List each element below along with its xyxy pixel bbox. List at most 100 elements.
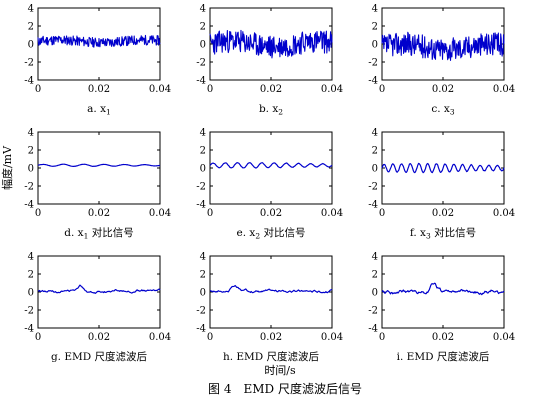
y-tick-label: 4 — [28, 128, 34, 139]
y-tick-label: 0 — [28, 288, 34, 299]
x-tick-label: 0.04 — [493, 332, 515, 343]
x-tick-label: 0.02 — [88, 332, 110, 343]
y-tick-label: -2 — [196, 58, 206, 69]
y-tick-label: 0 — [372, 164, 378, 175]
y-tick-label: -2 — [24, 182, 34, 193]
y-tick-label: 2 — [372, 270, 378, 281]
x-tick-label: 0.02 — [432, 332, 454, 343]
y-tick-label: -2 — [196, 182, 206, 193]
y-axis-label: 幅度/mV — [0, 145, 14, 190]
y-tick-label: -4 — [196, 76, 206, 87]
chart-panel: -4 -2 0 2 4 0 0.02 0.04 f. x3 对比信号 — [368, 128, 515, 241]
series-line — [381, 31, 505, 61]
y-tick-label: 0 — [28, 164, 34, 175]
x-tick-label: 0 — [207, 332, 213, 343]
series-line — [209, 29, 333, 59]
y-tick-label: 0 — [200, 40, 206, 51]
panel-label: e. x2 对比信号 — [237, 226, 306, 241]
y-tick-label: -2 — [196, 306, 206, 317]
y-tick-label: 0 — [372, 40, 378, 51]
y-tick-label: 0 — [200, 164, 206, 175]
y-tick-label: 2 — [28, 146, 34, 157]
x-tick-label: 0 — [379, 208, 385, 219]
y-tick-label: 4 — [200, 4, 206, 15]
x-tick-label: 0.04 — [493, 208, 515, 219]
y-tick-label: 4 — [372, 252, 378, 263]
chart-panel: -4 -2 0 2 4 0 0.02 0.04h. EMD 尺度滤波后 — [196, 252, 343, 364]
plot-frame — [209, 131, 333, 205]
series-line — [210, 284, 333, 294]
plot-frame — [37, 131, 161, 205]
x-tick-label: 0.04 — [321, 208, 343, 219]
x-tick-label: 0.02 — [88, 208, 110, 219]
y-tick-label: 4 — [372, 128, 378, 139]
y-tick-label: 0 — [28, 40, 34, 51]
chart-panel: -4 -2 0 2 4 0 0.02 0.04 a. x1 — [24, 4, 171, 117]
y-tick-label: -4 — [196, 324, 206, 335]
x-tick-label: 0.02 — [432, 208, 454, 219]
y-tick-label: 2 — [200, 22, 206, 33]
series-line — [209, 162, 333, 169]
y-tick-label: -4 — [196, 200, 206, 211]
panel-label: d. x1 对比信号 — [64, 226, 133, 241]
y-tick-label: -2 — [368, 182, 378, 193]
x-tick-label: 0.04 — [321, 84, 343, 95]
x-tick-label: 0.04 — [149, 208, 171, 219]
y-tick-label: -2 — [368, 58, 378, 69]
series-line — [37, 163, 161, 167]
chart-panel: -4 -2 0 2 4 0 0.02 0.04i. EMD 尺度滤波后 — [368, 252, 515, 364]
series-line — [37, 34, 161, 48]
panel-label: a. x1 — [87, 103, 111, 117]
panel-label: g. EMD 尺度滤波后 — [51, 350, 147, 363]
y-tick-label: -2 — [368, 306, 378, 317]
y-tick-label: 2 — [28, 270, 34, 281]
x-tick-label: 0.02 — [432, 84, 454, 95]
y-tick-label: 2 — [372, 22, 378, 33]
y-tick-label: -4 — [368, 324, 378, 335]
panel-label: f. x3 对比信号 — [410, 226, 476, 241]
series-line — [381, 282, 505, 296]
x-tick-label: 0 — [35, 332, 41, 343]
x-tick-label: 0 — [35, 84, 41, 95]
figure-caption: 图 4 EMD 尺度滤波后信号 — [208, 381, 362, 396]
y-tick-label: -4 — [368, 200, 378, 211]
x-tick-label: 0 — [207, 84, 213, 95]
y-tick-label: -4 — [24, 200, 34, 211]
y-tick-label: 2 — [200, 146, 206, 157]
y-tick-label: 2 — [372, 146, 378, 157]
y-tick-label: -4 — [24, 324, 34, 335]
x-tick-label: 0.02 — [260, 84, 282, 95]
panel-label: b. x2 — [259, 103, 283, 117]
y-tick-label: 4 — [372, 4, 378, 15]
x-tick-label: 0 — [35, 208, 41, 219]
y-tick-label: 2 — [28, 22, 34, 33]
x-tick-label: 0.02 — [88, 84, 110, 95]
panel-label: c. x3 — [431, 103, 454, 117]
y-tick-label: -4 — [24, 76, 34, 87]
y-tick-label: 4 — [28, 252, 34, 263]
y-tick-label: 4 — [28, 4, 34, 15]
x-tick-label: 0.04 — [321, 332, 343, 343]
y-tick-label: 0 — [372, 288, 378, 299]
y-tick-label: 4 — [200, 128, 206, 139]
series-line — [381, 162, 505, 174]
x-tick-label: 0.02 — [260, 332, 282, 343]
panel-label: h. EMD 尺度滤波后 — [223, 350, 319, 363]
x-tick-label: 0 — [207, 208, 213, 219]
y-tick-label: -2 — [24, 58, 34, 69]
chart-panel: -4 -2 0 2 4 0 0.02 0.04 c. x3 — [368, 4, 515, 117]
x-tick-label: 0.04 — [493, 84, 515, 95]
x-tick-label: 0.04 — [149, 84, 171, 95]
chart-panel: -4 -2 0 2 4 0 0.02 0.04 d. x1 对比信号 — [24, 128, 171, 241]
x-tick-label: 0 — [379, 332, 385, 343]
x-tick-label: 0.04 — [149, 332, 171, 343]
y-tick-label: -4 — [368, 76, 378, 87]
x-axis-label: 时间/s — [264, 364, 296, 377]
series-line — [37, 284, 161, 294]
chart-panel: -4 -2 0 2 4 0 0.02 0.04 e. x2 对比信号 — [196, 128, 343, 241]
chart-panel: -4 -2 0 2 4 0 0.02 0.04g. EMD 尺度滤波后 — [24, 252, 171, 364]
y-tick-label: 0 — [200, 288, 206, 299]
panels-group: -4 -2 0 2 4 0 0.02 0.04 a. x1 -4 -2 0 2 4 0 0.02 0.04 b. … — [24, 4, 515, 364]
y-tick-label: 2 — [200, 270, 206, 281]
